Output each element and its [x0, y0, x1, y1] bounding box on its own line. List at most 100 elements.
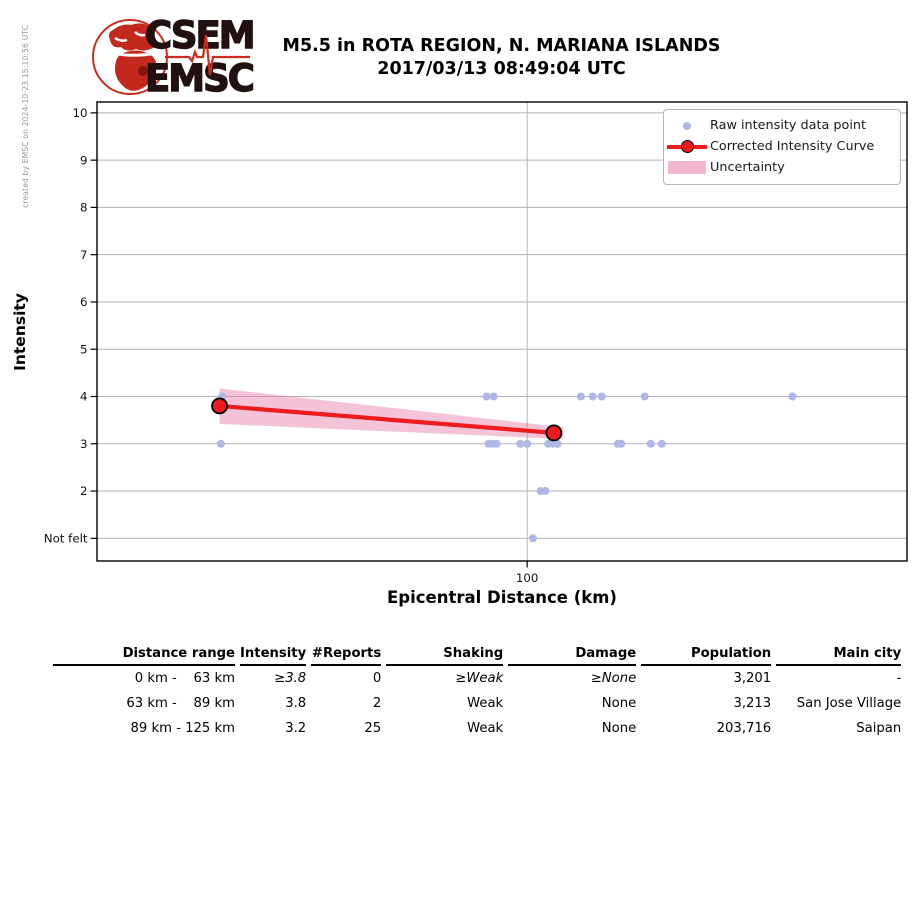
raw-point [657, 439, 666, 448]
intensity-summary-table: Distance range Intensity #Reports Shaking Da… [48, 639, 906, 741]
logo-seismogram-icon [165, 34, 250, 76]
y-axis-label: Intensity [11, 293, 29, 371]
table-header-cell: Main city [776, 639, 902, 666]
raw-point [482, 392, 491, 401]
legend-dot-icon [664, 121, 710, 130]
table-row: 89 km - 125 km 3.2 25 Weak None 203,716 Saipan [53, 716, 902, 741]
table-cell: None [601, 696, 637, 711]
logo-africa-shape [115, 50, 157, 91]
x-axis-label: Epicentral Distance (km) [387, 588, 617, 607]
y-tick-label: 9 [80, 153, 88, 167]
gridlines [97, 102, 907, 561]
table-cell: Weak [467, 696, 504, 711]
band-swatch [668, 161, 706, 174]
logo-detail-dark [138, 66, 148, 76]
x-tick-label: 100 [516, 571, 539, 585]
table-cell: ≥3.8 [274, 671, 307, 686]
table-header-cell: Damage [508, 639, 637, 666]
table-cell: 63 km - 89 km [126, 696, 235, 711]
raw-point [523, 439, 532, 448]
raw-point [541, 487, 550, 496]
y-tick-label: 5 [80, 342, 88, 356]
raw-point [588, 392, 597, 401]
table-cell: - [896, 671, 902, 686]
legend-label: Uncertainty [710, 160, 785, 175]
table-cell: 3,201 [733, 671, 772, 686]
legend-label: Raw intensity data point [710, 118, 867, 133]
legend-line-icon [664, 140, 710, 153]
logo-europe-shape [109, 23, 157, 51]
logo-text-csem: CSEM [145, 14, 254, 57]
table-cell: Saipan [856, 721, 902, 736]
y-tick-label: 6 [80, 295, 88, 309]
table-row: 63 km - 89 km 3.8 2 Weak None 3,213 San Jose V… [53, 691, 901, 716]
raw-point [617, 439, 626, 448]
raw-point [788, 392, 797, 401]
corrected-intensity-curve [211, 397, 563, 442]
table-cell: 2 [372, 696, 382, 711]
table-row: 0 km - 63 km ≥3.8 0 ≥Weak ≥None 3,201 - [53, 666, 901, 691]
table-cell: 3.8 [285, 696, 307, 711]
intensity-distance-chart: 10 9 8 7 6 5 4 3 2 Not felt 100 [44, 101, 908, 585]
table-cell: 25 [364, 721, 382, 736]
logo-mediterranean [108, 50, 158, 57]
table-cell: 3.2 [285, 721, 307, 736]
table-cell: None [601, 721, 637, 736]
raw-point [528, 534, 537, 543]
legend-row: Corrected Intensity Curve [664, 136, 900, 157]
legend-row: Raw intensity data point [664, 115, 900, 136]
plot-frame [96, 101, 908, 562]
raw-point [553, 439, 562, 448]
legend-label: Corrected Intensity Curve [710, 139, 875, 154]
logo-text-emsc: EMSC [145, 57, 253, 100]
table-cell: 0 [372, 671, 382, 686]
legend-row: Uncertainty [664, 157, 900, 178]
table-header-cell: Distance range [53, 639, 235, 666]
y-tick-label: 8 [80, 201, 88, 215]
y-tick-label: 4 [80, 390, 88, 404]
raw-point [640, 392, 649, 401]
raw-point-swatch [683, 121, 691, 130]
table-cell: 3,213 [733, 696, 772, 711]
event-title: M5.5 in ROTA REGION, N. MARIANA ISLANDS [282, 36, 721, 56]
curve-swatch [667, 140, 707, 153]
table-header: Distance range Intensity #Reports Shaking Da… [53, 639, 902, 666]
chart-legend: Raw intensity data point Corrected Intens… [663, 109, 901, 185]
legend-band-icon [664, 161, 710, 174]
table-cell: 89 km - 125 km [130, 721, 235, 736]
event-datetime: 2017/03/13 08:49:04 UTC [377, 59, 626, 79]
title-block: M5.5 in ROTA REGION, N. MARIANA ISLANDS … [88, 35, 915, 81]
table-header-cell: Shaking [386, 639, 504, 666]
raw-point [646, 439, 655, 448]
emsc-logo: CSEM EMSC [92, 13, 255, 101]
table-header-cell: #Reports [311, 639, 382, 666]
table-header-row: Distance range Intensity #Reports Shaking Da… [53, 639, 902, 666]
table-cell: 203,716 [716, 721, 772, 736]
curve-marker-swatch [681, 140, 694, 153]
y-tick-label: 7 [80, 248, 88, 262]
raw-point [492, 439, 501, 448]
corrected-curve-line [217, 403, 557, 435]
table-body: 0 km - 63 km ≥3.8 0 ≥Weak ≥None 3,201 - 63 km -… [53, 666, 901, 741]
logo-detail [114, 31, 146, 42]
table-cell: San Jose Village [796, 696, 902, 711]
axis-ticks: 10 9 8 7 6 5 4 3 2 Not felt 100 [44, 106, 539, 585]
y-tick-label: 2 [80, 484, 88, 498]
raw-point [516, 439, 525, 448]
table-cell: 0 km - 63 km [126, 671, 235, 686]
table-cell: ≥Weak [455, 671, 504, 686]
table-header-cell: Intensity [240, 639, 307, 666]
corrected-curve-marker [211, 397, 228, 415]
table-cell: Weak [467, 721, 504, 736]
y-tick-label: 3 [80, 437, 88, 451]
corrected-curve-marker [545, 424, 563, 442]
raw-point [489, 392, 498, 401]
raw-point [597, 392, 606, 401]
raw-point [216, 439, 225, 448]
table-header-cell: Population [641, 639, 772, 666]
y-tick-label: Not felt [44, 532, 88, 546]
raw-point [576, 392, 585, 401]
table-cell: ≥None [590, 671, 637, 686]
y-tick-label: 10 [72, 106, 87, 120]
